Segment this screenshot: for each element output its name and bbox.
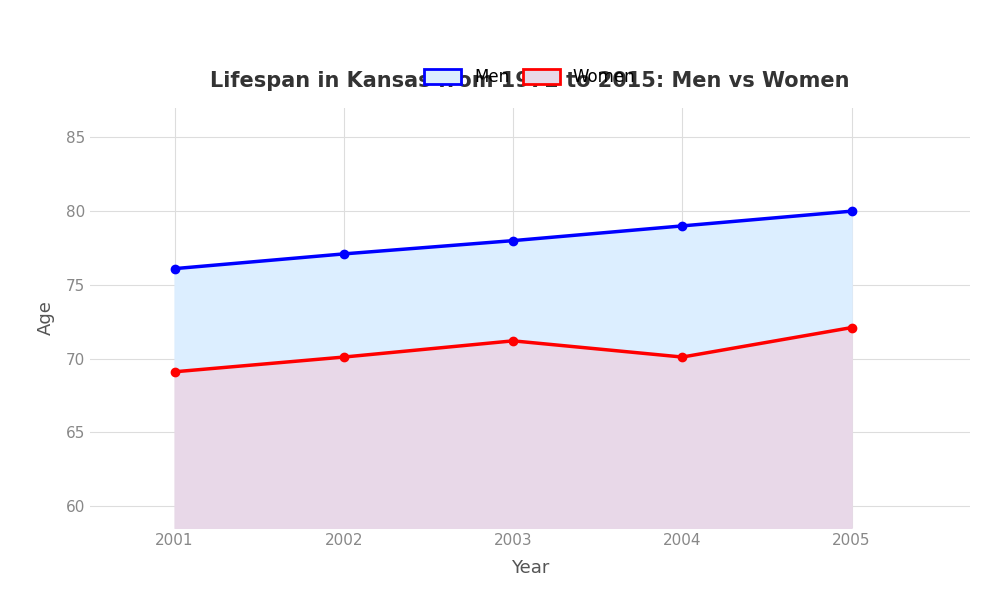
Legend: Men, Women: Men, Women <box>418 62 642 93</box>
Title: Lifespan in Kansas from 1972 to 2015: Men vs Women: Lifespan in Kansas from 1972 to 2015: Me… <box>210 71 850 91</box>
X-axis label: Year: Year <box>511 559 549 577</box>
Y-axis label: Age: Age <box>37 301 55 335</box>
